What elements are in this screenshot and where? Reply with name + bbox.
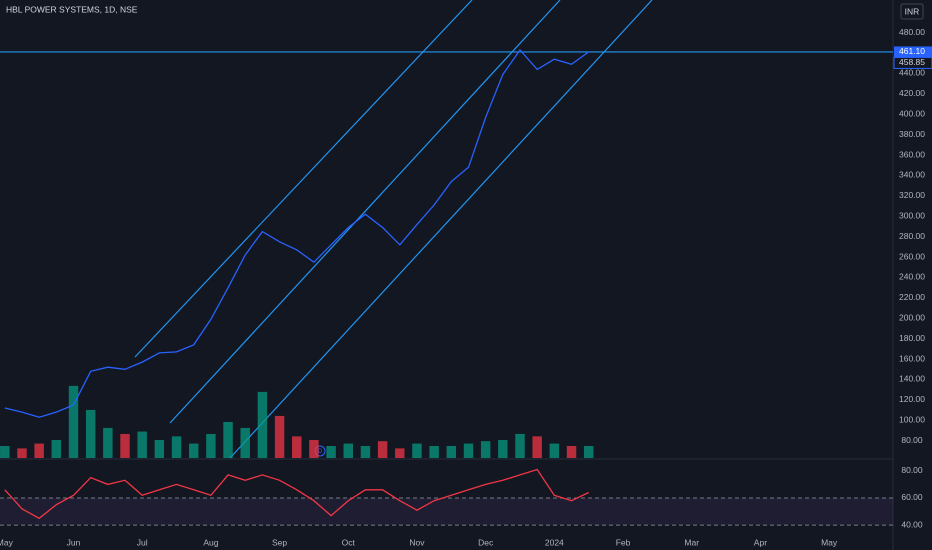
- volume-bar: [326, 445, 336, 458]
- x-tick-label: May: [821, 537, 838, 547]
- series-line: [4, 48, 590, 418]
- y-tick-label: 180.00: [899, 333, 925, 343]
- y-tick-label: 40.00: [901, 519, 923, 529]
- price-label: 461.10: [899, 46, 925, 56]
- y-tick-label: 320.00: [899, 190, 925, 200]
- y-tick-label: 120.00: [899, 394, 925, 404]
- volume-bar: [532, 436, 542, 458]
- volume-bar: [137, 431, 147, 458]
- x-tick-label: Jul: [137, 537, 148, 547]
- volume-bar: [171, 436, 182, 458]
- volume-bar: [377, 441, 388, 458]
- y-tick-label: 80.00: [901, 435, 923, 445]
- channel-line: [169, 0, 561, 424]
- y-tick-label: 200.00: [899, 313, 925, 323]
- y-tick-label: 400.00: [899, 108, 925, 118]
- volume-bar: [51, 439, 62, 458]
- y-tick-label: 360.00: [899, 149, 925, 159]
- y-tick-label: 300.00: [899, 210, 925, 220]
- ma-label: 458.85: [899, 57, 925, 67]
- volume-bar: [240, 427, 250, 458]
- y-tick-label: 340.00: [899, 170, 925, 180]
- y-tick-label: 420.00: [899, 88, 925, 98]
- series-line: [4, 468, 589, 520]
- volume-bar: [498, 439, 508, 458]
- y-tick-label: 280.00: [899, 231, 925, 241]
- volume-bar: [34, 443, 44, 458]
- volume-bar: [0, 445, 10, 458]
- volume-bar: [257, 391, 268, 458]
- x-tick-label: Oct: [342, 537, 356, 547]
- volume-bar: [583, 445, 594, 458]
- volume-bar: [85, 409, 96, 458]
- x-tick-label: Jun: [67, 537, 81, 547]
- channel-line: [134, 0, 473, 358]
- volume-bar: [309, 439, 319, 458]
- y-tick-label: 480.00: [899, 27, 925, 37]
- volume-bar: [429, 445, 439, 458]
- x-tick-label: Mar: [684, 537, 699, 547]
- volume-bar: [412, 443, 422, 458]
- volume-bar: [188, 443, 199, 458]
- y-tick-label: 60.00: [901, 492, 923, 502]
- y-tick-label: 220.00: [899, 292, 925, 302]
- chart-title: HBL POWER SYSTEMS, 1D, NSE: [6, 4, 138, 14]
- volume-bar: [103, 427, 113, 458]
- volume-bar: [154, 439, 165, 458]
- volume-bar: [68, 385, 79, 458]
- volume-bar: [343, 443, 353, 458]
- channel: [134, 0, 653, 459]
- event-marker-label[interactable]: D: [318, 449, 323, 455]
- volume-bar: [274, 415, 285, 458]
- y-tick-label: 140.00: [899, 374, 925, 384]
- volume-bar: [206, 433, 216, 458]
- x-tick-label: Feb: [616, 537, 631, 547]
- volume-bar: [360, 445, 371, 458]
- volume-bar: [395, 448, 405, 458]
- volume-bar: [120, 433, 130, 458]
- rsi-band: [0, 497, 893, 526]
- volume-bar: [446, 445, 457, 458]
- volume-bar: [292, 436, 302, 458]
- x-tick-label: May: [0, 537, 14, 547]
- y-tick-label: 100.00: [899, 415, 925, 425]
- ma-label-box: [893, 56, 932, 69]
- y-tick-label: 80.00: [901, 465, 923, 475]
- x-tick-label: Dec: [478, 537, 494, 547]
- volume-bar: [480, 441, 491, 458]
- volume-bar: [463, 443, 474, 458]
- y-tick-label: 380.00: [899, 129, 925, 139]
- volume-bar: [17, 448, 27, 458]
- volume-bar: [566, 445, 577, 458]
- volume-bar: [223, 421, 233, 458]
- x-tick-label: Aug: [203, 537, 218, 547]
- volume-bar: [515, 433, 525, 458]
- volume-bar: [549, 443, 560, 458]
- channel-line: [229, 0, 653, 459]
- y-tick-label: 260.00: [899, 251, 925, 261]
- y-tick-label: 240.00: [899, 272, 925, 282]
- x-tick-label: 2024: [545, 537, 564, 547]
- x-tick-label: Apr: [754, 537, 767, 547]
- currency-button[interactable]: [900, 3, 924, 20]
- currency-label[interactable]: INR: [905, 6, 920, 16]
- price-label-box: [894, 46, 932, 58]
- x-tick-label: Sep: [272, 537, 287, 547]
- y-tick-label: 160.00: [899, 353, 925, 363]
- x-tick-label: Nov: [409, 537, 425, 547]
- y-tick-label: 440.00: [899, 68, 925, 78]
